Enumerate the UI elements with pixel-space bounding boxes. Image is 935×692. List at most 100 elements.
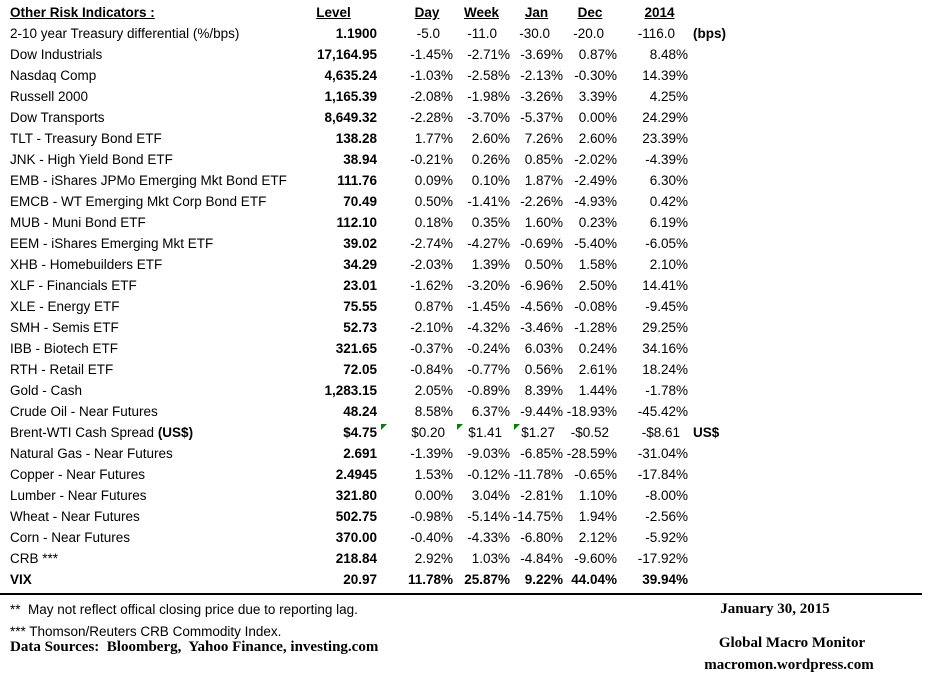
cell-dec: -4.93% [574, 194, 617, 209]
cell-suffix [688, 296, 935, 317]
report-date: January 30, 2015 [720, 601, 830, 617]
cell-week: -0.12% [467, 467, 510, 482]
row-label: EMCB - WT Emerging Mkt Corp Bond ETF [10, 194, 267, 209]
cell-day: 1.53% [414, 467, 453, 482]
table-row: VIX 20.97 11.78% 25.87% 9.22% 44.04% 39.… [10, 569, 935, 590]
table-row: Crude Oil - Near Futures 48.24 8.58% 6.3… [10, 401, 935, 422]
cell-2014: -5.92% [645, 530, 688, 545]
cell-2014: -2.56% [645, 509, 688, 524]
cell-week: 2.60% [471, 131, 510, 146]
cell-jan: -2.26% [520, 194, 563, 209]
table-row: IBB - Biotech ETF 321.65 -0.37% -0.24% 6… [10, 338, 935, 359]
column-header-level: Level [316, 5, 351, 20]
cell-suffix: (bps) [693, 26, 726, 41]
cell-level: 34.29 [343, 257, 377, 272]
cell-2014: -17.84% [637, 467, 688, 482]
table-row: EEM - iShares Emerging Mkt ETF 39.02 -2.… [10, 233, 935, 254]
cell-day: -0.40% [410, 530, 453, 545]
cell-week: -0.77% [467, 362, 510, 377]
cell-week: 0.35% [471, 215, 510, 230]
cell-2014: 34.16% [642, 341, 688, 356]
cell-2014: -9.45% [645, 299, 688, 314]
cell-suffix [688, 485, 935, 506]
cell-level: 23.01 [343, 278, 377, 293]
cell-jan: -3.46% [520, 320, 563, 335]
cell-week: -1.41% [467, 194, 510, 209]
table-row: RTH - Retail ETF 72.05 -0.84% -0.77% 0.5… [10, 359, 935, 380]
cell-jan: -6.96% [520, 278, 563, 293]
report-title: Other Risk Indicators : [10, 5, 155, 20]
cell-level: 8,649.32 [324, 110, 377, 125]
cell-suffix [688, 254, 935, 275]
cell-dec: 2.50% [578, 278, 617, 293]
cell-day: 0.09% [414, 173, 453, 188]
cell-level: 4,635.24 [324, 68, 377, 83]
cell-suffix [688, 86, 935, 107]
cell-jan: 7.26% [524, 131, 563, 146]
table-row: JNK - High Yield Bond ETF 38.94 -0.21% 0… [10, 149, 935, 170]
row-label: Copper - Near Futures [10, 467, 146, 482]
cell-week: -4.27% [467, 236, 510, 251]
cell-dec: -0.30% [574, 68, 617, 83]
cell-suffix [688, 338, 935, 359]
cell-week: 1.03% [471, 551, 510, 566]
row-label: Brent-WTI Cash Spread (US$) [10, 425, 194, 440]
cell-level: 2.4945 [335, 467, 377, 482]
cell-jan: 1.60% [524, 215, 563, 230]
column-header-dec: Dec [577, 5, 603, 20]
cell-level: 370.00 [335, 530, 377, 545]
cell-dec: 1.44% [578, 383, 617, 398]
cell-dec: -2.49% [574, 173, 617, 188]
cell-week: 25.87% [464, 572, 510, 587]
cell-level: 111.76 [337, 173, 377, 188]
comment-flag-icon [381, 424, 387, 430]
cell-dec: 44.04% [571, 572, 617, 587]
row-label: XLF - Financials ETF [10, 278, 137, 293]
cell-level: $4.75 [343, 425, 377, 440]
brand-url: macromon.wordpress.com [704, 657, 874, 673]
cell-day: 2.05% [414, 383, 453, 398]
cell-2014: 2.10% [649, 257, 688, 272]
cell-week: -5.14% [467, 509, 510, 524]
cell-jan: -2.13% [520, 68, 563, 83]
cell-level: 20.97 [343, 572, 377, 587]
cell-suffix [688, 128, 935, 149]
table-header-row: Other Risk Indicators : Level Day Week J… [10, 2, 935, 23]
cell-week: -4.33% [467, 530, 510, 545]
row-label: XHB - Homebuilders ETF [10, 257, 163, 272]
row-label: RTH - Retail ETF [10, 362, 114, 377]
cell-day: 0.50% [414, 194, 453, 209]
cell-day: -1.62% [410, 278, 453, 293]
cell-2014: -31.04% [637, 446, 688, 461]
cell-level: 1,283.15 [324, 383, 377, 398]
cell-day: -5.0 [416, 26, 440, 41]
cell-2014: 8.48% [649, 47, 688, 62]
cell-level: 112.10 [336, 215, 377, 230]
cell-week: -11.0 [467, 26, 497, 41]
cell-day: -1.39% [410, 446, 453, 461]
cell-jan: -4.56% [520, 299, 563, 314]
cell-level: 321.65 [335, 341, 377, 356]
cell-suffix [688, 548, 935, 569]
cell-suffix [688, 212, 935, 233]
cell-2014: -6.05% [645, 236, 688, 251]
brand-name: Global Macro Monitor [718, 635, 866, 651]
cell-level: 75.55 [343, 299, 377, 314]
row-label: Dow Transports [10, 110, 105, 125]
cell-day: -0.37% [410, 341, 453, 356]
cell-day: -1.45% [410, 47, 453, 62]
cell-dec: -1.28% [574, 320, 617, 335]
cell-day: -0.21% [410, 152, 453, 167]
table-row: Natural Gas - Near Futures 2.691 -1.39% … [10, 443, 935, 464]
cell-2014: -45.42% [637, 404, 688, 419]
cell-level: 502.75 [335, 509, 377, 524]
cell-week: -2.58% [467, 68, 510, 83]
row-label: VIX [10, 572, 32, 587]
cell-2014: -8.00% [645, 488, 688, 503]
indicators-table: Other Risk Indicators : Level Day Week J… [10, 2, 935, 590]
row-label: Russell 2000 [10, 89, 89, 104]
cell-level: 138.28 [335, 131, 377, 146]
cell-level: 321.80 [335, 488, 377, 503]
row-label: Dow Industrials [10, 47, 103, 62]
